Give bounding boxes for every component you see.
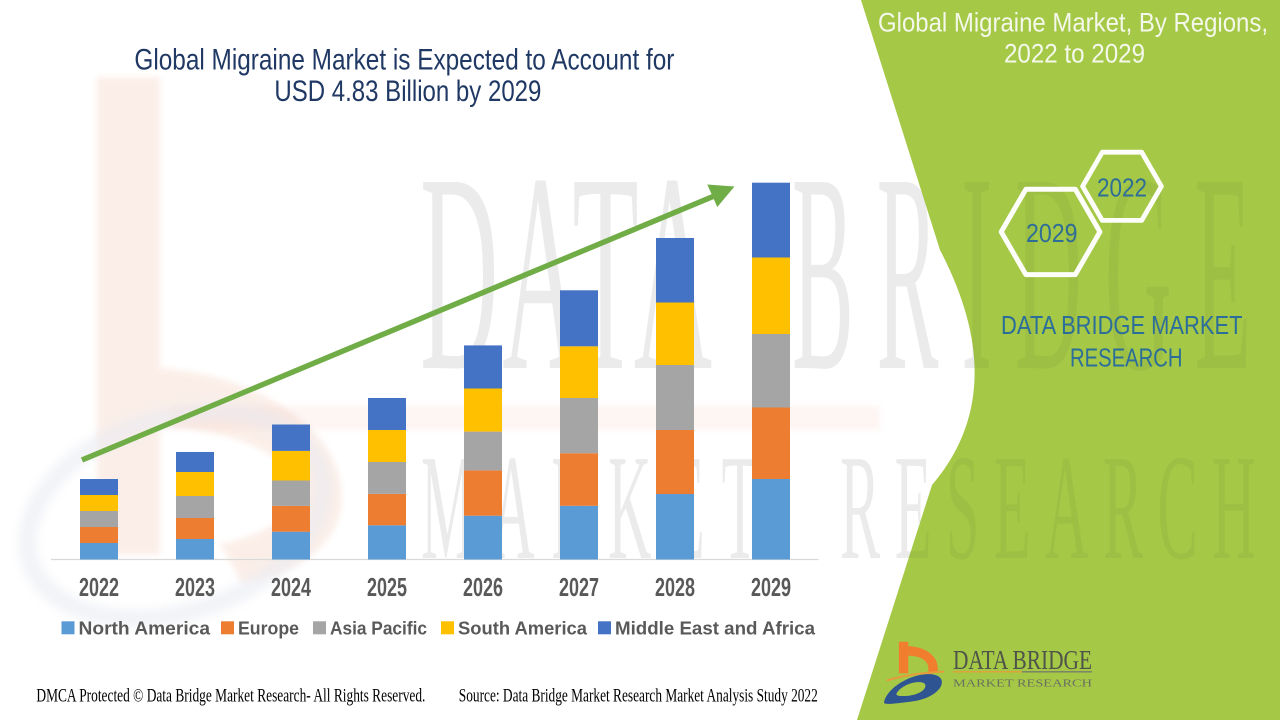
svg-text:2022 to 2029: 2022 to 2029 [1004,38,1145,69]
svg-text:2028: 2028 [655,574,695,602]
svg-text:2029: 2029 [751,574,791,602]
svg-text:Asia Pacific: Asia Pacific [330,618,427,639]
svg-text:South America: South America [458,618,588,639]
svg-text:Europe: Europe [238,618,299,639]
svg-text:RESEARCH: RESEARCH [1070,342,1183,372]
svg-text:2022: 2022 [1097,172,1147,202]
svg-text:USD 4.83 Billion by 2029: USD 4.83 Billion by 2029 [274,75,541,108]
svg-text:2029: 2029 [1026,218,1078,248]
svg-text:Middle East and Africa: Middle East and Africa [615,618,816,639]
svg-text:DMCA Protected © Data Bridge M: DMCA Protected © Data Bridge Market Rese… [36,686,425,707]
svg-text:2027: 2027 [559,574,599,602]
svg-text:2025: 2025 [367,574,407,602]
svg-text:Global Migraine Market is Expe: Global Migraine Market is Expected to Ac… [134,44,674,77]
svg-text:DATA BRIDGE MARKET: DATA BRIDGE MARKET [1001,310,1243,340]
svg-text:Source: Data Bridge Market Res: Source: Data Bridge Market Research Mark… [459,685,818,706]
svg-text:2024: 2024 [271,574,312,602]
svg-text:Global Migraine Market, By Reg: Global Migraine Market, By Regions, [878,6,1268,37]
svg-text:2026: 2026 [463,574,503,602]
svg-text:2023: 2023 [175,574,215,602]
svg-text:DATA BRIDGE: DATA BRIDGE [953,645,1092,675]
svg-text:North America: North America [79,618,211,639]
svg-text:2022: 2022 [79,574,119,602]
svg-text:MARKET RESEARCH: MARKET RESEARCH [953,679,1093,690]
